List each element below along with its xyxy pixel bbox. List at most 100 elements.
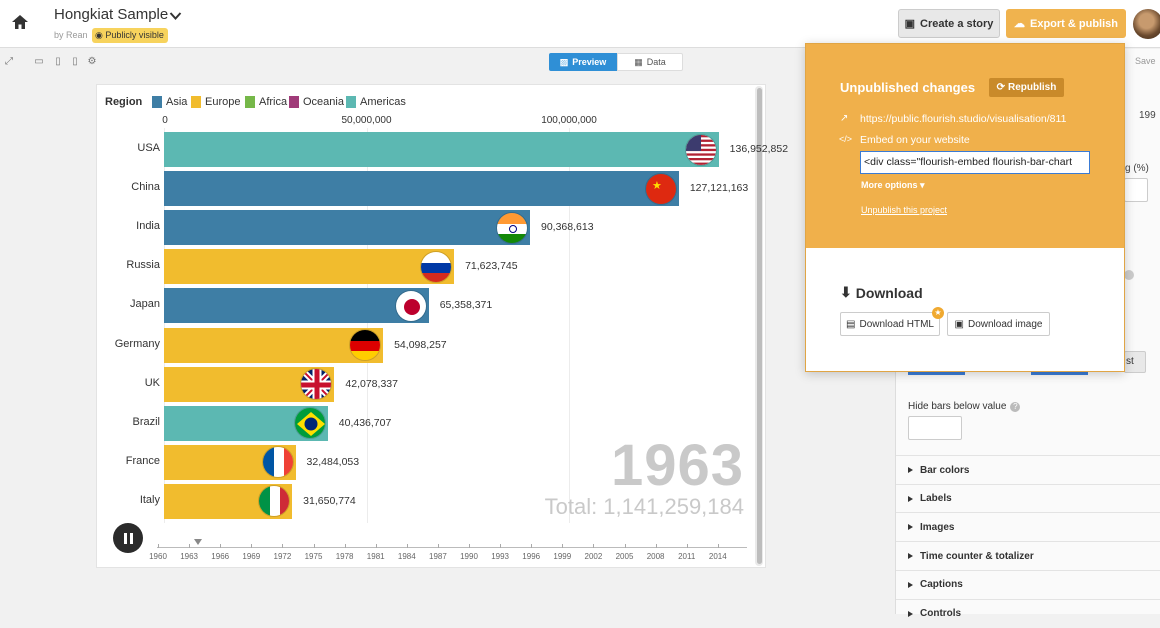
- section-labels[interactable]: Labels: [896, 483, 1160, 513]
- project-title[interactable]: Hongkiat Sample: [54, 6, 169, 23]
- partial-button[interactable]: st: [1124, 351, 1146, 373]
- timeline-year-label: 2005: [615, 552, 634, 561]
- bar-japan[interactable]: [164, 288, 429, 324]
- timeline-year-label: 1987: [428, 552, 447, 561]
- help-icon[interactable]: ?: [1010, 401, 1021, 412]
- gear-icon[interactable]: ⚙: [87, 56, 97, 67]
- timeline-year-label: 2014: [708, 552, 727, 561]
- fullscreen-icon[interactable]: ⤢: [5, 56, 13, 67]
- pause-button[interactable]: [113, 523, 143, 553]
- flag-russia-icon: [420, 250, 453, 283]
- help-icon[interactable]: [1124, 270, 1134, 280]
- timeline-slider[interactable]: [157, 547, 747, 548]
- bar-value-china: 127,121,163: [689, 182, 749, 195]
- preview-toolbar: ⤢ ▭ ▯ ▯ ⚙: [0, 49, 895, 75]
- caret-down-icon: ▾: [920, 180, 925, 190]
- toggle-underline-right: [1031, 372, 1088, 375]
- bar-label-uk: UK: [144, 376, 160, 389]
- timeline-tick: [313, 544, 315, 548]
- legend-item-europe[interactable]: Europe: [191, 96, 240, 108]
- timeline-tick: [469, 544, 470, 548]
- timeline-tick: [717, 544, 719, 548]
- bar-value-brazil: 40,436,707: [338, 416, 392, 429]
- avatar[interactable]: [1133, 9, 1160, 39]
- section-images[interactable]: Images: [896, 512, 1160, 541]
- create-story-button[interactable]: ▣ Create a story: [898, 9, 1000, 38]
- section-bar-colors[interactable]: Bar colors: [896, 455, 1160, 484]
- bar-germany[interactable]: [164, 327, 384, 363]
- hide-bars-text: Hide bars below value: [908, 401, 1007, 412]
- external-link-icon: ↗: [840, 113, 849, 124]
- partial-percent-label: g (%): [1125, 163, 1149, 174]
- legend-item-asia[interactable]: Asia: [152, 96, 187, 108]
- partial-year: 199: [1139, 110, 1156, 121]
- home-icon[interactable]: [10, 12, 30, 32]
- tablet-icon[interactable]: ▯: [55, 56, 61, 67]
- timeline-year-label: 1969: [242, 552, 261, 561]
- timeline-tick: [562, 544, 564, 548]
- timeline-tick: [624, 544, 626, 548]
- section-label: Time counter & totalizer: [920, 550, 1034, 562]
- more-options-label: More options: [861, 180, 918, 190]
- mobile-icon[interactable]: ▯: [72, 56, 78, 67]
- timeline-year-label: 1993: [491, 552, 509, 561]
- preview-scrollbar-thumb[interactable]: [757, 88, 762, 564]
- legend-item-oceania[interactable]: Oceania: [289, 96, 344, 108]
- export-publish-button[interactable]: ☁ Export & publish: [1006, 9, 1126, 38]
- hide-bars-input[interactable]: [908, 416, 962, 440]
- flag-italy-icon: [258, 485, 291, 518]
- flag-france-icon: [261, 446, 294, 479]
- public-url-link[interactable]: https://public.flourish.studio/visualisa…: [860, 113, 1067, 125]
- section-label: Labels: [920, 493, 952, 505]
- bar-usa[interactable]: [164, 132, 719, 167]
- legend-swatch: [245, 96, 255, 108]
- export-publish-label: Export & publish: [1030, 17, 1118, 30]
- byline: by Rean: [54, 30, 88, 40]
- bar-value-germany: 54,098,257: [394, 338, 447, 351]
- bar-value-russia: 71,623,745: [465, 260, 518, 273]
- tab-preview-label: Preview: [572, 57, 607, 67]
- timeline-tick: [500, 544, 502, 548]
- bar-label-china: China: [131, 181, 160, 194]
- bar-russia[interactable]: [164, 249, 455, 285]
- timeline-tick: [686, 544, 688, 548]
- unpublish-link[interactable]: Unpublish this project: [861, 205, 948, 215]
- download-image-button[interactable]: ▣ Download image: [947, 312, 1050, 336]
- timeline-tick: [220, 544, 222, 548]
- more-options-toggle[interactable]: More options ▾: [861, 180, 925, 191]
- legend-item-africa[interactable]: Africa: [245, 96, 287, 108]
- section-controls[interactable]: Controls: [896, 598, 1160, 628]
- desktop-icon[interactable]: ▭: [34, 56, 44, 67]
- chevron-down-icon[interactable]: [169, 9, 182, 24]
- embed-label: Embed on your website: [860, 134, 970, 146]
- timeline-tick: [593, 544, 595, 548]
- tab-data[interactable]: ▦ Data: [617, 53, 683, 71]
- bar-india[interactable]: [164, 210, 530, 246]
- partial-input[interactable]: [1124, 178, 1148, 202]
- legend-label: Americas: [360, 96, 406, 108]
- bar-label-russia: Russia: [126, 259, 160, 272]
- embed-code-input[interactable]: <div class="flourish-embed flourish-bar-…: [860, 151, 1090, 174]
- caret-right-icon: [908, 467, 913, 473]
- section-captions[interactable]: Captions: [896, 569, 1160, 599]
- timeline-year-label: 1978: [335, 552, 354, 561]
- section-time-counter-totalizer[interactable]: Time counter & totalizer: [896, 541, 1160, 570]
- legend-item-americas[interactable]: Americas: [346, 96, 406, 108]
- download-html-button[interactable]: ▤ Download HTML: [840, 312, 940, 336]
- republish-button[interactable]: ⟳ Republish: [989, 78, 1064, 97]
- timeline-handle[interactable]: [194, 539, 202, 545]
- bar-china[interactable]: [164, 171, 679, 207]
- tab-preview[interactable]: ▨ Preview: [549, 53, 617, 71]
- bar-label-france: France: [125, 454, 160, 467]
- bar-value-usa: 136,952,852: [729, 143, 789, 155]
- chart-icon: ▨: [559, 56, 569, 67]
- flag-china-icon: ★: [644, 172, 677, 205]
- toggle-underline-left: [908, 372, 965, 375]
- caret-right-icon: [908, 553, 913, 560]
- legend-label: Africa: [259, 96, 288, 108]
- legend-swatch: [191, 96, 201, 108]
- flag-brazil-icon: [293, 407, 326, 440]
- gridline: [366, 128, 368, 523]
- gridline: [164, 128, 165, 523]
- tab-data-label: Data: [646, 57, 666, 67]
